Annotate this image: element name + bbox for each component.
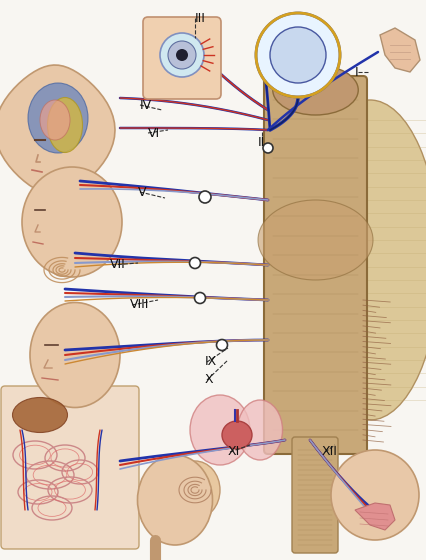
Circle shape (199, 191, 210, 203)
Polygon shape (379, 28, 419, 72)
Polygon shape (0, 65, 115, 195)
Ellipse shape (330, 450, 418, 540)
Circle shape (269, 27, 325, 83)
Ellipse shape (237, 400, 282, 460)
Ellipse shape (12, 398, 67, 432)
Text: XII: XII (321, 446, 337, 459)
Circle shape (167, 41, 196, 69)
Text: VI: VI (148, 127, 160, 139)
Circle shape (256, 13, 339, 97)
Circle shape (262, 143, 272, 153)
Circle shape (176, 49, 187, 61)
Ellipse shape (137, 455, 212, 545)
Ellipse shape (190, 395, 249, 465)
Text: V: V (138, 185, 146, 198)
Circle shape (194, 292, 205, 304)
Text: X: X (204, 374, 213, 386)
Text: IX: IX (204, 356, 217, 368)
Polygon shape (354, 503, 394, 530)
Text: VIII: VIII (130, 298, 149, 311)
FancyBboxPatch shape (263, 76, 366, 454)
Ellipse shape (170, 461, 219, 519)
Ellipse shape (257, 200, 372, 280)
Ellipse shape (47, 97, 82, 152)
FancyBboxPatch shape (143, 17, 221, 99)
Circle shape (189, 258, 200, 268)
Ellipse shape (272, 65, 357, 115)
Ellipse shape (30, 302, 120, 408)
Text: II: II (257, 136, 265, 148)
FancyBboxPatch shape (291, 437, 337, 553)
FancyBboxPatch shape (1, 386, 139, 549)
Circle shape (160, 33, 204, 77)
Ellipse shape (28, 83, 88, 153)
Circle shape (216, 339, 227, 351)
Ellipse shape (22, 167, 122, 277)
Ellipse shape (222, 421, 251, 449)
Ellipse shape (299, 100, 426, 420)
Text: III: III (195, 12, 205, 25)
Text: I: I (354, 66, 358, 78)
Text: VII: VII (110, 259, 125, 272)
Text: XI: XI (227, 446, 240, 459)
Ellipse shape (40, 100, 70, 140)
Text: IV: IV (140, 99, 152, 111)
